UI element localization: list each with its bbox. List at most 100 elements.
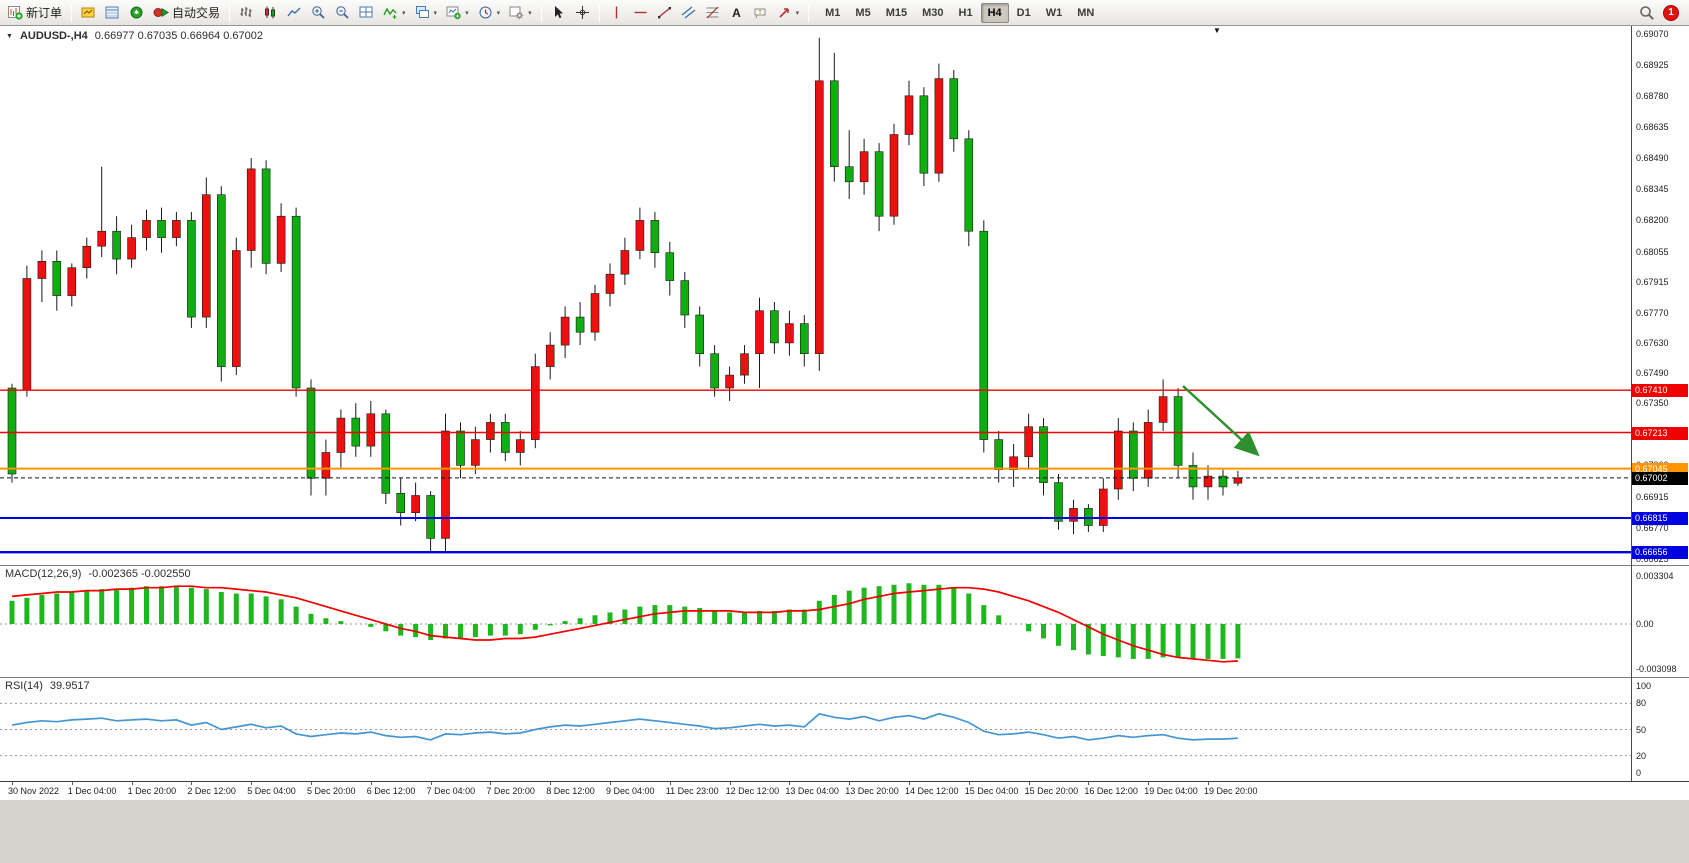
dropdown-caret-icon: ▾ [795,9,800,17]
tile-windows-button[interactable] [355,2,378,24]
collapse-triangle-icon[interactable]: ▼ [6,32,13,40]
price-axis-label: 0.68490 [1636,153,1669,164]
macd-axis-label: -0.003098 [1636,664,1677,674]
autotrading-icon [153,7,169,18]
chart-symbol-period: AUDUSD-,H4 [19,30,88,42]
grid-icon [359,6,373,18]
timeframe-H4[interactable]: H4 [980,2,1009,23]
new-order-label: 新订单 [26,6,63,20]
text-tool-button[interactable]: A [725,2,748,24]
notification-badge[interactable]: 1 [1663,4,1679,21]
bar-chart-mode-button[interactable] [235,2,258,24]
arrow-shape-icon [779,8,789,18]
time-axis-label: 5 Dec 20:00 [307,786,356,796]
candlestick-mode-button[interactable] [259,2,282,24]
timeframe-M30[interactable]: M30 [922,6,944,19]
timeframe-M5[interactable]: M5 [855,6,871,19]
time-axis-label: 9 Dec 04:00 [606,786,655,796]
macd-label: MACD(12,26,9) -0.002365 -0.002550 [5,568,191,580]
rsi-axis-label: 80 [1636,698,1647,709]
horizontal-line-icon [634,11,647,14]
label-icon: T [754,8,766,19]
timeframe-MN[interactable]: MN [1077,6,1095,19]
price-axis-label: 0.68635 [1636,122,1669,132]
toolbar-separator [229,3,231,22]
crosshair-tool-button[interactable] [571,2,594,24]
periods-button[interactable]: ▾ [474,2,505,24]
new-order-button[interactable]: 新订单 [4,2,66,24]
vertical-line-icon [615,6,617,19]
main-chart-panel[interactable]: ▼ AUDUSD-,H4 0.66977 0.67035 0.66964 0.6… [0,26,1689,565]
time-axis-tick [1088,782,1090,785]
market-watch-icon [105,6,119,19]
new-chart-button[interactable]: ▾ [442,2,473,24]
dropdown-caret-icon: ▾ [496,9,501,17]
candlestick-icon [265,6,276,19]
trendline-tool-button[interactable] [653,2,676,24]
macd-panel[interactable]: MACD(12,26,9) -0.002365 -0.002550 0.0033… [0,565,1689,677]
price-axis-label: 0.67350 [1636,398,1669,409]
indicators-icon [383,7,397,19]
svg-text:A: A [732,6,741,20]
macd-canvas[interactable] [0,566,1631,677]
rsi-name: RSI(14) [5,680,43,692]
templates-button[interactable]: ▾ [505,2,536,24]
zoom-in-icon [312,6,325,19]
trendline-icon [657,7,671,19]
dropdown-caret-icon: ▾ [528,9,532,17]
timeframe-H1[interactable]: H1 [958,6,973,19]
text-label-tool-button[interactable]: T [749,2,772,24]
time-axis-label: 2 Dec 12:00 [187,786,236,796]
vertical-line-tool-button[interactable] [605,2,628,24]
svg-text:T: T [758,10,761,16]
chart-window: ▼ AUDUSD-,H4 0.66977 0.67035 0.66964 0.6… [0,26,1689,800]
objects-list-button[interactable]: ▾ [411,2,442,24]
time-axis[interactable]: 30 Nov 2022 1 Dec 04:00 1 Dec 20:00 2 Dec 1… [0,781,1689,800]
zoom-in-button[interactable] [307,2,330,24]
rsi-canvas[interactable] [0,678,1631,781]
price-line-badge: 0.67213 [1632,426,1688,440]
rsi-axis-label: 0 [1636,768,1642,778]
timeframe-M15[interactable]: M15 [885,6,908,19]
cursor-tool-button[interactable] [547,2,570,24]
time-axis-tick [1148,782,1150,785]
time-axis-label: 7 Dec 04:00 [426,786,476,796]
search-icon[interactable] [1639,5,1655,21]
timeframe-W1[interactable]: W1 [1045,6,1063,19]
autotrading-button[interactable]: 自动交易 [149,2,224,24]
new-order-icon [8,6,23,20]
toolbar-separator [598,3,600,22]
time-axis-tick [131,782,133,785]
channel-tool-button[interactable] [677,2,700,24]
zoom-out-button[interactable] [331,2,354,24]
toolbar-separator [71,3,73,22]
macd-axis-label: 0.00 [1636,619,1654,629]
price-chart-canvas[interactable] [0,26,1631,565]
timeframe-D1[interactable]: D1 [1016,6,1031,19]
text-icon: A [732,6,741,20]
rsi-axis-label: 50 [1636,724,1647,735]
price-line-badge: 0.66656 [1632,546,1688,560]
arrows-tool-button[interactable]: ▾ [773,2,804,24]
new-chart-icon [446,6,461,20]
rsi-panel[interactable]: RSI(14) 39.9517 100 80 50 20 0 [0,677,1689,781]
line-chart-icon [287,7,301,17]
indicators-button[interactable]: ▾ [379,2,410,24]
horizontal-line-tool-button[interactable] [629,2,652,24]
timeframe-M1[interactable]: M1 [825,6,841,19]
fibonacci-tool-button[interactable] [701,2,724,24]
dropdown-caret-icon: ▾ [465,9,469,17]
chart-top-marker-icon[interactable]: ▼ [1213,26,1221,35]
trend-arrow-object[interactable] [1182,385,1260,457]
chart-title: ▼ AUDUSD-,H4 0.66977 0.67035 0.66964 0.6… [6,30,263,42]
time-axis-label: 5 Dec 04:00 [247,786,296,796]
time-axis-label: 15 Dec 20:00 [1024,786,1079,796]
time-axis-tick [968,782,970,785]
line-chart-mode-button[interactable] [283,2,306,24]
time-axis-tick [311,782,312,785]
charts-button[interactable] [77,2,100,24]
time-axis-label: 16 Dec 12:00 [1084,786,1138,796]
navigator-button[interactable] [125,2,148,24]
market-watch-button[interactable] [101,2,124,24]
rsi-axis-label: 100 [1636,681,1652,691]
